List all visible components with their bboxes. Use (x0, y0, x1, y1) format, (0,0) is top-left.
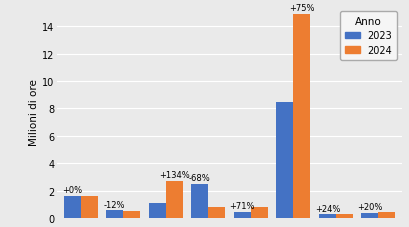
Bar (250, 207, 267, 218)
Bar (191, 184, 208, 218)
Bar (208, 207, 225, 218)
Bar (81, 196, 98, 218)
Bar (360, 213, 378, 218)
Text: +20%: +20% (356, 202, 382, 212)
Text: +134%: +134% (159, 170, 189, 180)
Text: +71%: +71% (229, 201, 254, 210)
Bar (293, 15, 310, 218)
Bar (233, 212, 250, 218)
Bar (123, 211, 140, 218)
Text: -12%: -12% (104, 200, 125, 209)
Bar (165, 181, 182, 218)
Bar (378, 212, 394, 218)
Bar (64, 196, 81, 218)
Text: -68%: -68% (189, 173, 210, 182)
Legend: 2023, 2024: 2023, 2024 (339, 12, 396, 61)
Text: +0%: +0% (62, 185, 82, 195)
Y-axis label: Milioni di ore: Milioni di ore (29, 79, 39, 146)
Bar (318, 215, 335, 218)
Bar (106, 210, 123, 218)
Text: +75%: +75% (288, 4, 314, 13)
Text: +24%: +24% (314, 204, 339, 213)
Bar (276, 102, 293, 218)
Bar (148, 203, 165, 218)
Bar (335, 214, 352, 218)
